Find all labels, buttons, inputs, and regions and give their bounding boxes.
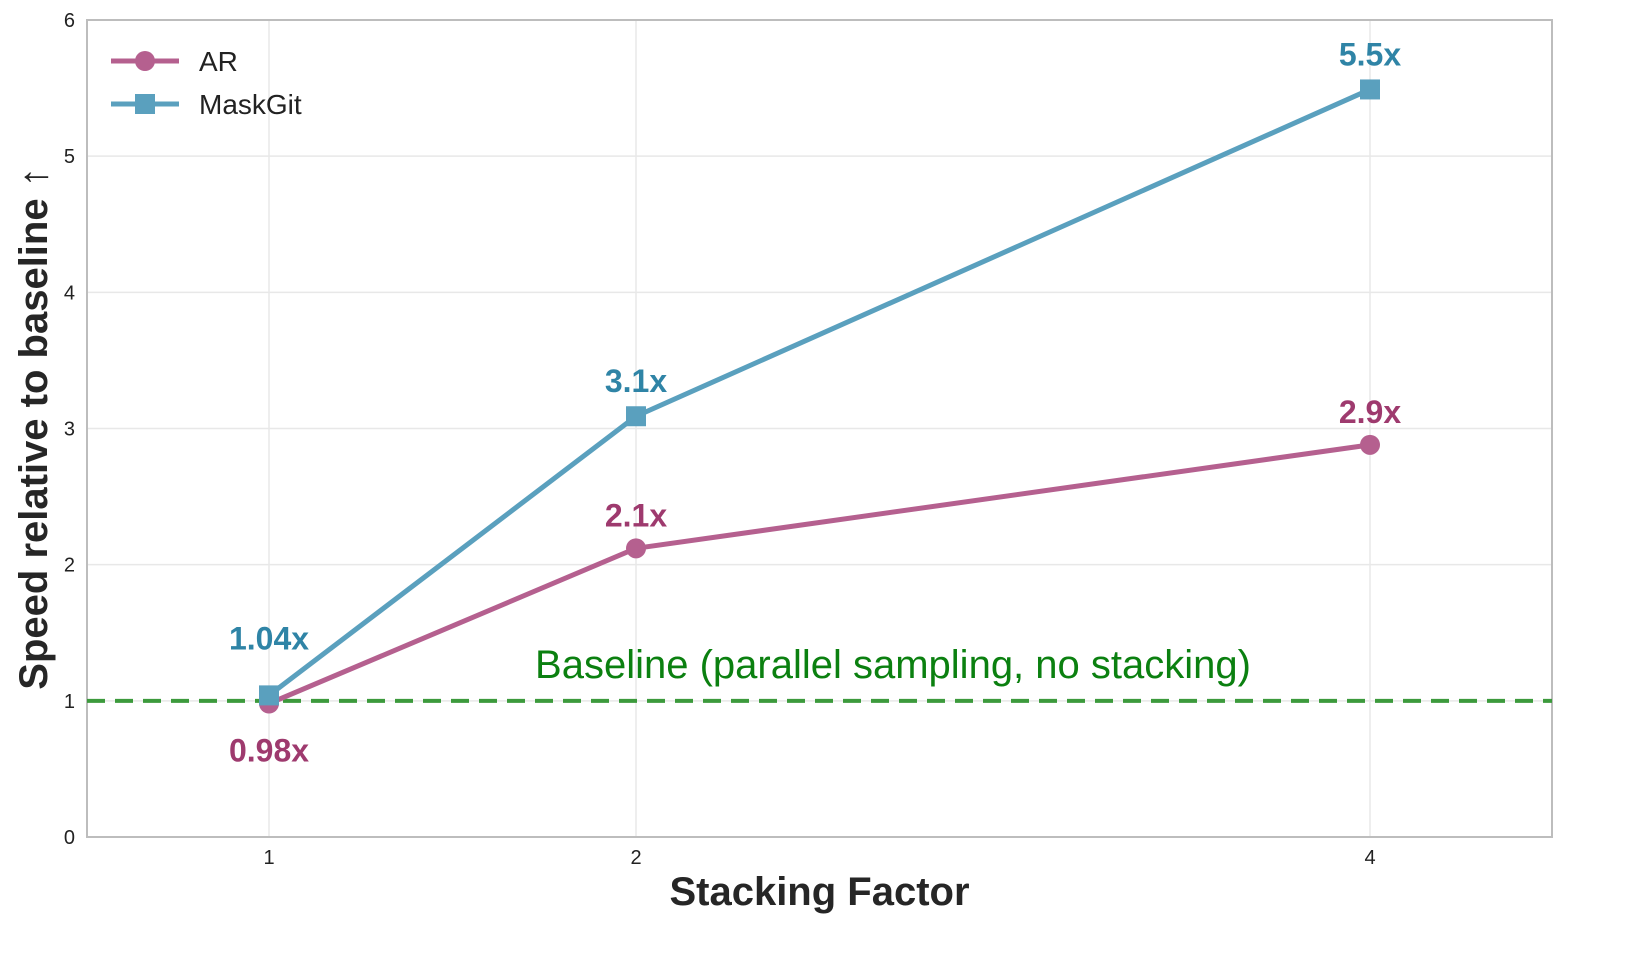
data-label: 2.1x: [605, 497, 667, 533]
data-label: 1.04x: [229, 620, 309, 656]
data-label: 3.1x: [605, 363, 667, 399]
series-line: [267, 87, 1372, 698]
y-tick-label: 6: [64, 10, 75, 32]
series-maskgit: 1.04x 3.1x 5.5x: [229, 36, 1401, 706]
data-point: [1360, 79, 1380, 100]
baseline-layer: Baseline (parallel sampling, no stacking…: [87, 643, 1552, 703]
legend-label: MaskGit: [199, 89, 302, 120]
data-label: 0.98x: [229, 733, 309, 769]
data-label: 2.9x: [1339, 394, 1401, 430]
y-tick-label: 0: [64, 827, 75, 849]
data-label: 5.5x: [1339, 36, 1401, 72]
plot-frame: [86, 19, 1553, 838]
y-tick-label: 1: [64, 691, 75, 713]
x-tick-label: 1: [263, 847, 274, 869]
x-tick-label: 2: [630, 847, 641, 869]
y-tick-label: 2: [64, 555, 75, 577]
legend: AR MaskGit: [111, 46, 302, 120]
baseline-label: Baseline (parallel sampling, no stacking…: [535, 643, 1251, 687]
y-tick-label: 4: [64, 282, 75, 304]
y-tick-label: 5: [64, 146, 75, 168]
data-point: [626, 406, 646, 427]
legend-label: AR: [199, 46, 238, 77]
series-layer: 0.98x 2.1x 2.9x 1.04x 3.1x 5.5x: [229, 36, 1401, 768]
ticks-layer: 0 1 2 3 4 5 6 1 2 4: [64, 10, 1376, 869]
x-axis-title: Stacking Factor: [669, 870, 969, 914]
data-point: [626, 538, 646, 559]
data-point: [259, 685, 279, 706]
x-tick-label: 4: [1364, 847, 1375, 869]
series-ar: 0.98x 2.1x 2.9x: [229, 394, 1401, 769]
y-tick-label: 3: [64, 419, 75, 441]
legend-item-maskgit: MaskGit: [111, 89, 302, 120]
legend-item-ar: AR: [111, 46, 238, 77]
data-point: [1360, 434, 1380, 455]
legend-marker: [135, 51, 155, 71]
grid-layer: [87, 19, 1552, 838]
y-axis-title: Speed relative to baseline ↑: [12, 167, 56, 689]
legend-marker: [135, 94, 155, 114]
